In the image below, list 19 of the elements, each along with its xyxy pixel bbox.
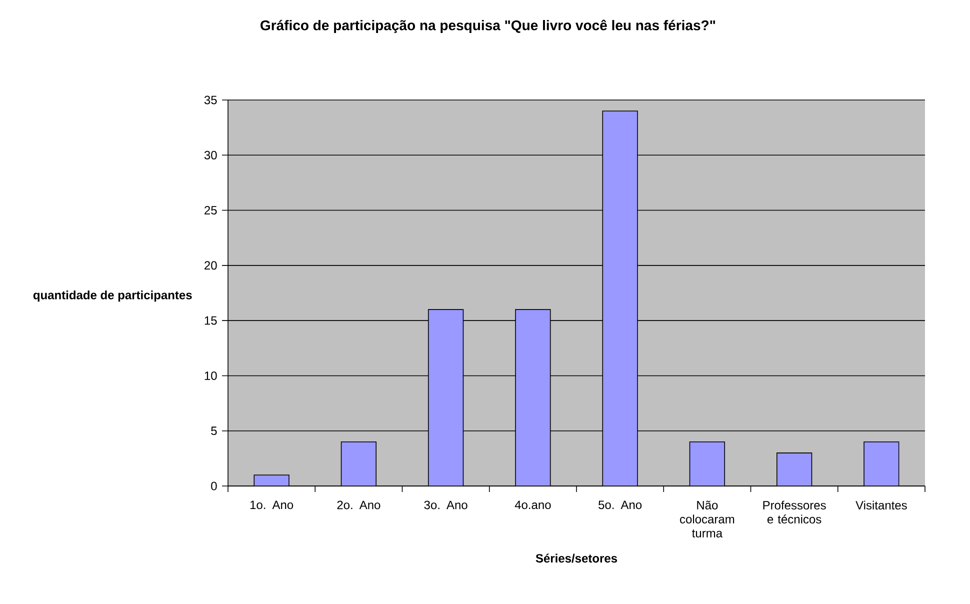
x-tick-label: Professores e técnicos (763, 500, 826, 524)
y-tick-label: 35 (204, 96, 217, 104)
x-axis-title: Séries/setores (536, 554, 618, 563)
y-tick-label: 25 (204, 206, 217, 215)
y-tick-label: 0 (211, 482, 217, 490)
x-tick-label: 1o. Ano (250, 500, 294, 510)
y-tick-label: 5 (211, 426, 217, 436)
x-tick-label: Visitantes (856, 500, 907, 510)
x-tick-label: Não colocaram turma (680, 500, 734, 538)
y-tick-label: 10 (204, 371, 217, 380)
y-tick-label: 15 (204, 316, 217, 325)
x-tick-label: 5o. Ano (598, 500, 642, 510)
chart-title: Gráfico de participação na pesquisa "Que livro você leu nas férias?" (260, 20, 716, 34)
y-tick-label: 20 (204, 261, 217, 270)
y-axis-title: quantidade de participantes (33, 290, 192, 302)
y-tick-label: 30 (204, 150, 217, 160)
x-tick-label: 3o. Ano (424, 500, 468, 510)
x-tick-label: 4o.ano (514, 500, 551, 510)
x-tick-label: 2o. Ano (337, 500, 380, 510)
